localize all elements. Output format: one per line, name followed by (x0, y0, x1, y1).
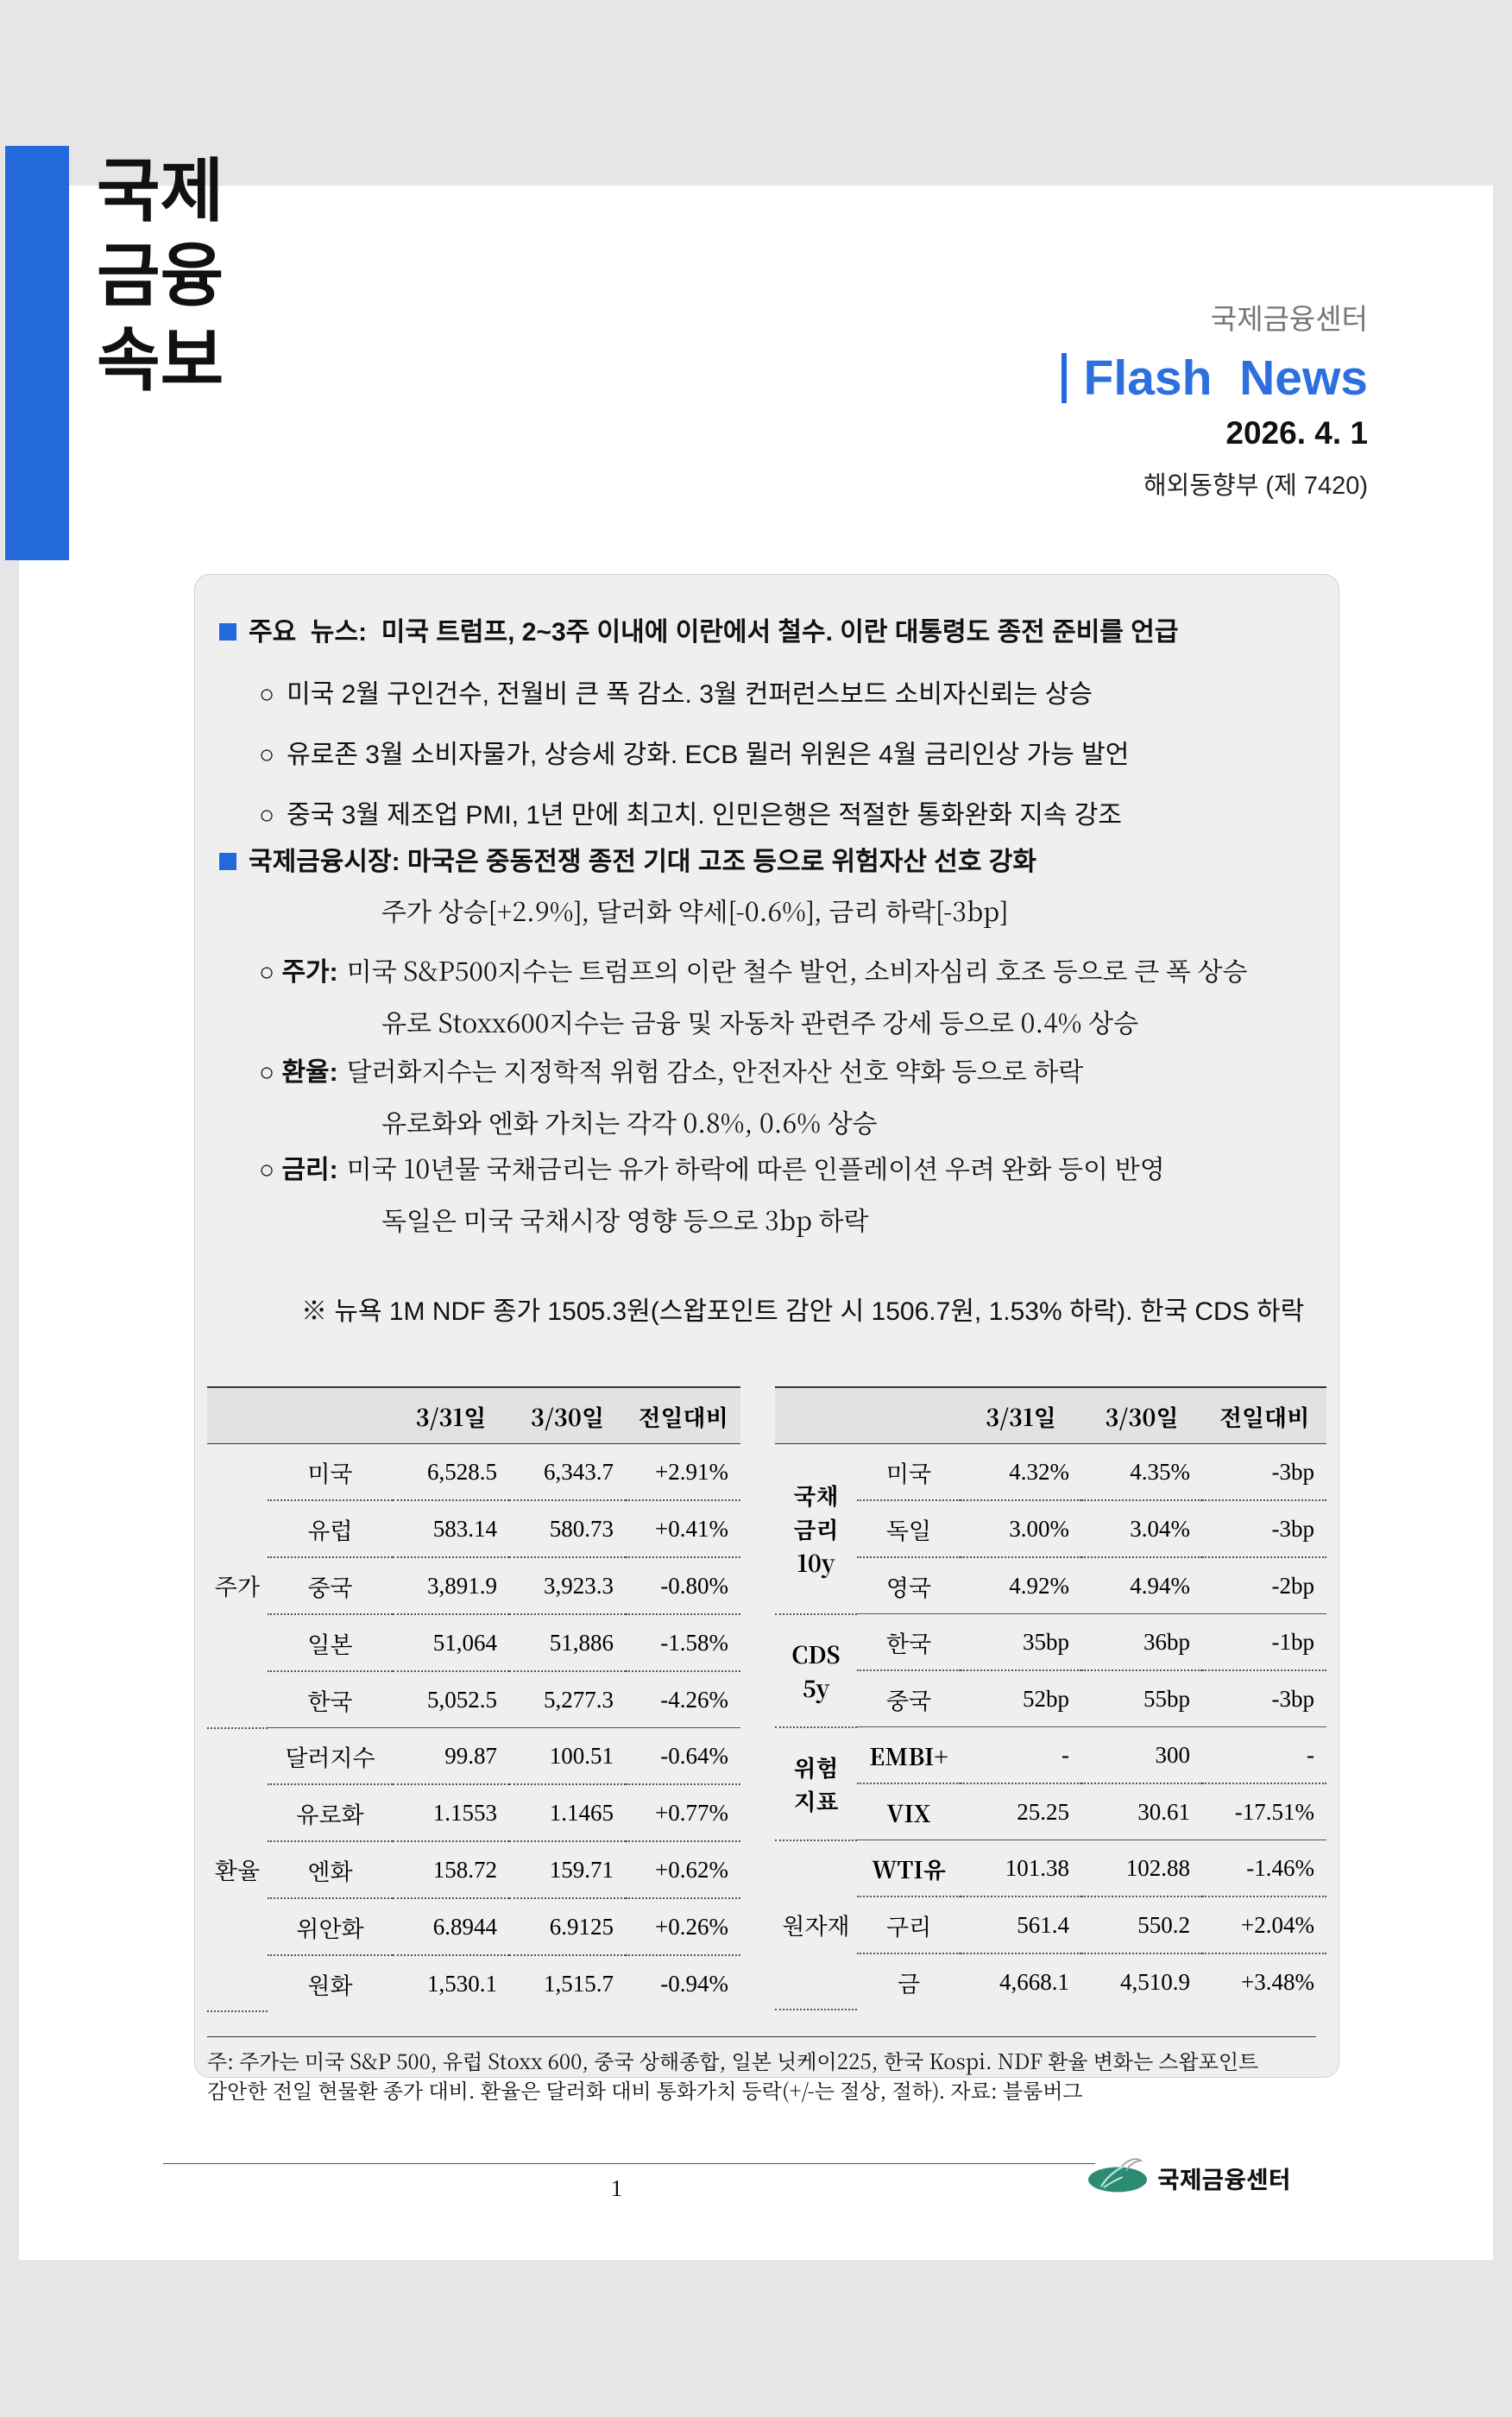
svg-text:국제금융센터: 국제금융센터 (1157, 2161, 1291, 2196)
